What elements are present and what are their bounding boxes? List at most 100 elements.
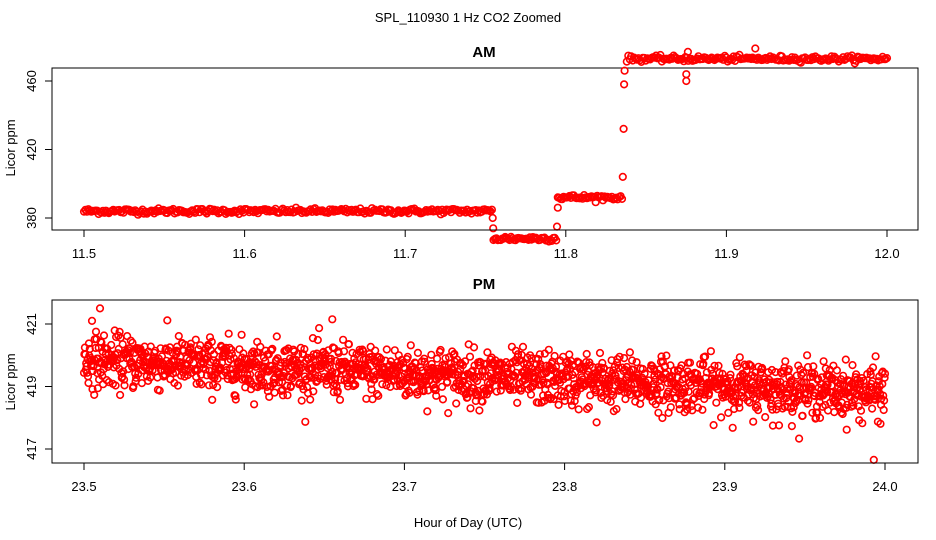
pm-data-point [652,389,661,398]
pm-data-point [688,395,698,404]
am-data-point [553,203,562,212]
pm-data-point [625,348,635,357]
pm-data-point [810,392,819,401]
pm-data-point [506,385,515,395]
pm-data-point [636,393,646,402]
am-y-axis: 380 420 460 [24,70,53,229]
pm-data-point [753,406,763,415]
pm-y-tick-label: 419 [24,376,39,398]
pm-data-point [115,390,125,400]
pm-data-point [797,370,806,380]
pm-data-point [615,352,624,361]
pm-data-point [237,330,246,339]
pm-y-axis-label: Licor ppm [3,353,18,410]
pm-data-point [420,357,429,366]
pm-data-point [803,399,812,408]
pm-data-point [339,347,349,356]
pm-data-point [208,395,217,405]
pm-data-point [510,372,520,381]
pm-data-point [662,351,671,360]
pm-x-tick-label: 23.9 [712,479,737,494]
pm-data-point [704,389,714,398]
pm-data-point [97,338,106,347]
pm-data-point [841,355,850,364]
pm-data-point [125,348,134,357]
pm-data-point [308,334,318,343]
pm-data-point [854,402,863,411]
pm-data-point [483,348,492,357]
pm-y-axis: 417 419 421 [24,313,53,460]
pm-data-point [91,343,100,353]
pm-data-point [427,350,436,359]
pm-data-point [272,332,281,341]
am-data-point [620,66,629,75]
pm-data-point [326,357,335,367]
pm-data-point [132,373,141,382]
pm-data-point [174,332,183,341]
pm-data-point [848,361,857,370]
pm-data-point [809,362,818,371]
pm-data-point [305,372,314,381]
pm-data-point [806,382,816,391]
pm-data-point [128,338,137,347]
am-data-points [79,44,892,246]
pm-data-point [666,403,675,412]
pm-data-point [173,381,182,390]
pm-data-point [749,417,758,426]
pm-data-point [196,341,205,350]
pm-data-point [559,392,569,401]
pm-data-point [582,349,591,359]
pm-data-point [367,385,376,394]
pm-data-point [657,352,666,361]
pm-data-point [278,385,287,395]
pm-data-point [155,386,164,395]
pm-data-point [191,335,200,344]
pm-data-point [95,304,105,313]
pm-data-point [283,391,292,400]
pm-data-point [227,349,236,359]
pm-data-point [111,381,120,390]
pm-data-point [535,363,544,372]
pm-data-point [335,395,345,404]
pm-data-point [99,331,109,340]
pm-data-point [374,391,383,400]
pm-data-point [794,361,803,370]
pm-data-point [655,395,664,405]
pm-data-point [469,343,479,352]
pm-data-point [819,357,828,366]
pm-x-tick-label: 23.8 [552,479,577,494]
pm-data-point [297,396,306,405]
am-x-tick-label: 11.7 [393,246,417,261]
pm-data-point [733,362,742,371]
pm-data-point [350,354,359,363]
am-data-point [619,124,628,133]
pm-data-point [503,364,512,373]
pm-data-point [716,413,726,422]
pm-data-point [879,396,889,405]
pm-data-point [465,352,475,361]
pm-data-point [803,363,813,372]
pm-data-point [84,339,93,348]
pm-data-point [120,381,129,390]
am-x-tick-label: 11.5 [72,246,96,261]
pm-data-point [427,359,436,369]
pm-data-point [87,316,97,326]
pm-data-point [104,378,113,387]
am-panel: AM Licor ppm 11.5 11.6 11.7 11.8 11.9 12.0 38… [3,44,919,261]
pm-data-point [107,340,116,350]
pm-data-point [746,361,756,370]
pm-data-point [632,358,641,367]
pm-data-point [592,418,601,427]
pm-data-point [574,405,583,414]
pm-data-point [734,398,744,408]
pm-data-point [804,396,813,405]
pm-data-point [880,369,890,378]
am-data-point [882,53,892,63]
am-data-point [683,47,693,57]
pm-data-point [584,403,594,412]
pm-data-point [660,362,670,371]
pm-data-point [693,403,703,412]
pm-data-point [334,348,343,358]
pm-data-point [832,366,842,375]
